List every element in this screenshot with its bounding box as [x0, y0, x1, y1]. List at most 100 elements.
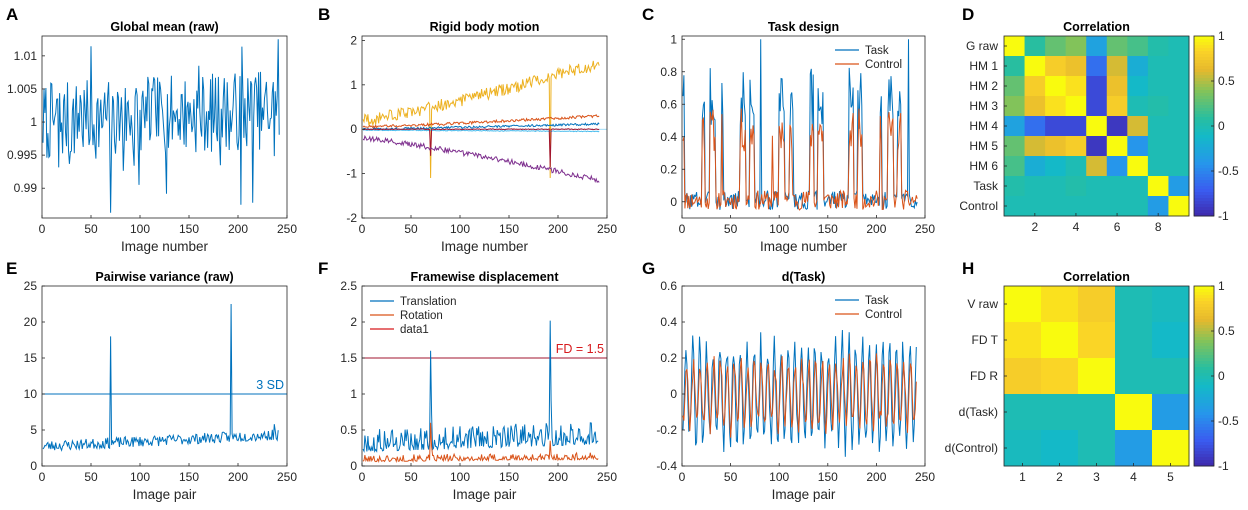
legend-entry: Control: [865, 59, 902, 71]
colorbar-step: [1194, 364, 1214, 368]
legend-entry: Control: [865, 309, 902, 321]
colorbar-step: [1194, 406, 1214, 410]
x-tick-label: 250: [915, 470, 935, 484]
x-axis-label: Image number: [441, 239, 529, 254]
x-tick-label: 50: [724, 470, 738, 484]
heatmap-cell: [1147, 76, 1169, 97]
heatmap-cell: [1147, 56, 1169, 77]
y-tick-label: 1: [350, 78, 357, 92]
colorbar-step: [1194, 204, 1214, 208]
heatmap-cell: [1065, 96, 1087, 117]
heatmap-cell: [1086, 116, 1108, 137]
colorbar-step: [1194, 177, 1214, 181]
x-tick-label: 4: [1130, 470, 1137, 484]
colorbar: 1 0.5 0 -0.5 -1: [1193, 279, 1239, 473]
x-tick-label: 200: [548, 470, 568, 484]
heatmap-cell: [1045, 156, 1067, 177]
colorbar-tick-label: 1: [1218, 29, 1225, 43]
heatmap-cell: [1106, 76, 1128, 97]
colorbar-step: [1194, 454, 1214, 458]
heatmap-cell: [1004, 76, 1025, 97]
series-line-4: [362, 129, 600, 133]
y-tick-label: 0: [670, 195, 677, 209]
heatmap-cell: [1147, 136, 1169, 157]
colorbar-step: [1194, 84, 1214, 88]
colorbar-step: [1194, 168, 1214, 172]
heatmap-cell: [1086, 56, 1108, 77]
heatmap-cell: [1115, 358, 1153, 395]
y-tick-label: 1.005: [7, 82, 37, 96]
colorbar-step: [1194, 45, 1214, 49]
chart-title: Global mean (raw): [110, 20, 218, 34]
x-tick-label: 150: [179, 470, 199, 484]
colorbar-step: [1194, 159, 1214, 163]
heatmap-cell: [1127, 176, 1149, 197]
colorbar-step: [1194, 144, 1214, 148]
heatmap-cell: [1115, 322, 1153, 359]
heatmap-cell: [1127, 196, 1149, 217]
colorbar-step: [1194, 328, 1214, 332]
colorbar-step: [1194, 123, 1214, 127]
x-tick-label: 200: [228, 470, 248, 484]
y-tick-label: 25: [24, 279, 38, 293]
colorbar-step: [1194, 78, 1214, 82]
x-tick-label: 200: [228, 222, 248, 236]
heatmap-cell: [1115, 286, 1153, 323]
colorbar-step: [1194, 391, 1214, 395]
colorbar-step: [1194, 156, 1214, 160]
colorbar-tick-label: -0.5: [1218, 414, 1239, 428]
heatmap-cell: [1004, 430, 1042, 467]
y-tick-label: 2: [350, 33, 357, 47]
axes-box: [41, 285, 288, 467]
colorbar-tick-label: 0: [1218, 119, 1225, 133]
x-tick-label: 0: [39, 222, 46, 236]
colorbar-step: [1194, 463, 1214, 467]
y-tick-label: 10: [24, 387, 38, 401]
row-label: HM 3: [969, 99, 998, 113]
colorbar-step: [1194, 442, 1214, 446]
colorbar-step: [1194, 135, 1214, 139]
x-tick-label: 3: [1093, 470, 1100, 484]
series-line-1: [362, 320, 599, 454]
row-label: d(Task): [959, 405, 998, 419]
colorbar-step: [1194, 183, 1214, 187]
heatmap-cell: [1065, 56, 1087, 77]
heatmap-cell: [1045, 96, 1067, 117]
y-tick-label: 1: [670, 32, 677, 46]
heatmap-cell: [1086, 156, 1108, 177]
colorbar-step: [1194, 301, 1214, 305]
heatmap-cell: [1078, 430, 1116, 467]
colorbar-step: [1194, 286, 1214, 290]
heatmap-cell: [1086, 76, 1108, 97]
colorbar-step: [1194, 415, 1214, 419]
x-tick-label: 2: [1031, 220, 1038, 234]
x-tick-label: 2: [1056, 470, 1063, 484]
x-tick-label: 250: [277, 470, 297, 484]
colorbar-step: [1194, 51, 1214, 55]
heatmap-cell: [1168, 156, 1190, 177]
colorbar-step: [1194, 397, 1214, 401]
colorbar-step: [1194, 355, 1214, 359]
colorbar-step: [1194, 36, 1214, 40]
colorbar-tick-label: 1: [1218, 279, 1225, 293]
colorbar-step: [1194, 346, 1214, 350]
heatmap-cell: [1106, 156, 1128, 177]
x-axis-label: Image number: [121, 239, 209, 254]
panel-d: D Correlation G raw HM 1 HM 2 HM 3 HM 4 HM 5 HM …: [959, 5, 1239, 234]
chart-title: Framewise displacement: [411, 270, 560, 284]
heatmap-cell: [1115, 430, 1153, 467]
y-tick-label: 2.5: [340, 279, 357, 293]
series-line-2: [362, 422, 599, 464]
colorbar-step: [1194, 439, 1214, 443]
heatmap-cell: [1024, 136, 1046, 157]
colorbar-step: [1194, 349, 1214, 353]
x-tick-label: 5: [1167, 470, 1174, 484]
series-line-1: [42, 39, 280, 213]
colorbar-step: [1194, 150, 1214, 154]
heatmap-cell: [1004, 96, 1025, 117]
heatmap-cell: [1078, 358, 1116, 395]
colorbar-tick-label: 0.5: [1218, 74, 1235, 88]
colorbar-step: [1194, 460, 1214, 464]
colorbar-step: [1194, 153, 1214, 157]
heatmap-cell: [1045, 116, 1067, 137]
